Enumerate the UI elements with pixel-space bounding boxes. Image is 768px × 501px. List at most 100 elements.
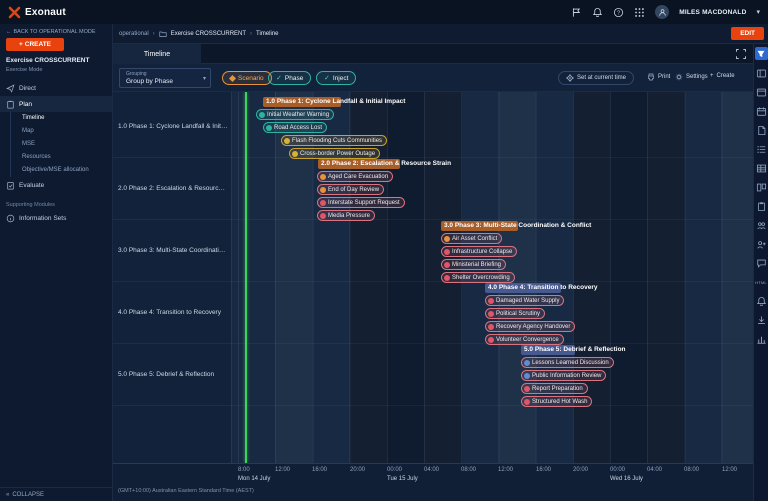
phase-bar[interactable]: 2.0 Phase 2: Escalation & Resource Strai… — [318, 159, 451, 169]
phase-bar[interactable]: 5.0 Phase 5: Debrief & Reflection — [521, 345, 626, 355]
exonaut-logo-icon — [8, 6, 21, 18]
inject-pill[interactable]: Shelter Overcrowding — [441, 272, 515, 283]
row-label-phase-3[interactable]: 3.0 Phase 3: Multi-State Coordination & … — [113, 220, 232, 282]
inject-pill[interactable]: Volunteer Convergence — [485, 334, 564, 345]
sidebar-item-objective-mse-allocation[interactable]: Objective/MSE allocation — [22, 167, 89, 173]
settings-button[interactable]: Settings — [675, 73, 708, 81]
collapse-sidebar-button[interactable]: « COLLAPSE — [0, 487, 112, 501]
phase-bar[interactable]: 1.0 Phase 1: Cyclone Landfall & Initial … — [263, 97, 405, 107]
document-icon[interactable] — [756, 125, 767, 136]
grouping-select[interactable]: Grouping Group by Phase ▾ — [119, 68, 211, 88]
phase-bar[interactable]: 4.0 Phase 4: Transition to Recovery — [485, 283, 597, 293]
edit-button[interactable]: EDIT — [731, 27, 764, 40]
inject-toggle[interactable]: ✓ Inject — [316, 71, 357, 85]
phase-bar[interactable]: 3.0 Phase 3: Multi-State Coordination & … — [441, 221, 591, 231]
clipboard-icon[interactable] — [756, 201, 767, 212]
inject-pill[interactable]: Political Scrutiny — [485, 308, 546, 319]
gridlines — [238, 92, 753, 463]
inject-pill[interactable]: Cross-border Power Outage — [289, 148, 381, 159]
card-icon[interactable] — [756, 87, 767, 98]
calendar-icon[interactable] — [756, 106, 767, 117]
inject-pill[interactable]: Media Pressure — [317, 210, 376, 221]
sidebar-item-timeline[interactable]: Timeline — [22, 115, 45, 121]
help-icon[interactable]: ? — [613, 7, 624, 18]
print-button[interactable]: Print — [647, 73, 670, 81]
inject-pill[interactable]: End of Day Review — [317, 184, 385, 195]
tab-timeline[interactable]: Timeline — [113, 44, 201, 64]
chevron-down-icon[interactable]: ▾ — [756, 9, 760, 16]
inject-pill[interactable]: Public Information Review — [521, 370, 607, 381]
breadcrumb-bar: operational › Exercise CROSSCURRENT › Ti… — [113, 24, 768, 44]
inject-pill[interactable]: Interstate Support Request — [317, 197, 405, 208]
download-icon[interactable] — [756, 315, 767, 326]
filter-icon[interactable] — [754, 47, 768, 60]
sidebar-item-direct[interactable]: Direct — [0, 80, 112, 96]
inject-pill[interactable]: Lessons Learned Discussion — [521, 357, 614, 368]
chart-icon[interactable] — [756, 334, 767, 345]
brand-name: Exonaut — [25, 6, 66, 18]
list-icon[interactable] — [756, 144, 767, 155]
fullscreen-icon[interactable] — [735, 48, 747, 60]
inject-pill[interactable]: Aged Care Evacuation — [317, 171, 394, 182]
inject-pill[interactable]: Damaged Water Supply — [485, 295, 565, 306]
kanban-icon[interactable] — [756, 182, 767, 193]
set-at-current-time-button[interactable]: Set at current time — [558, 71, 635, 85]
day-label: Tue 15 July — [387, 476, 418, 482]
sidebar-item-plan[interactable]: Plan — [0, 96, 112, 112]
sidebar-item-resources[interactable]: Resources — [22, 154, 51, 160]
row-label-phase-4[interactable]: 4.0 Phase 4: Transition to Recovery — [113, 282, 232, 344]
sidebar-item-evaluate[interactable]: Evaluate — [0, 177, 112, 193]
phase-toggle[interactable]: ✓ Phase — [268, 71, 312, 85]
gantt-chart-area[interactable]: 1.0 Phase 1: Cyclone Landfall & Initial … — [232, 92, 753, 463]
user-menu[interactable]: MILES MACDONALD — [679, 8, 747, 16]
sidebar-item-map[interactable]: Map — [22, 128, 34, 134]
sidebar-item-information-sets[interactable]: Information Sets — [0, 210, 112, 226]
inject-pill[interactable]: Initial Weather Warning — [256, 109, 335, 120]
gantt-row-phase-4: 4.0 Phase 4: Transition to Recovery Dama… — [232, 282, 753, 345]
inject-pill[interactable]: Ministerial Briefing — [441, 259, 507, 270]
back-to-operational-link[interactable]: ← BACK TO OPERATIONAL MODE — [6, 29, 96, 35]
avatar[interactable] — [655, 5, 670, 19]
row-label-phase-2[interactable]: 2.0 Phase 2: Escalation & Resource Strai… — [113, 158, 232, 220]
bell-icon[interactable] — [592, 7, 603, 18]
flag-icon[interactable] — [571, 7, 582, 18]
sidebar-item-mse[interactable]: MSE — [22, 141, 36, 147]
inject-icon — [444, 235, 450, 242]
clipboard-icon — [7, 100, 14, 109]
row-label-column: 1.0 Phase 1: Cyclone Landfall & Initial … — [113, 92, 232, 463]
inject-pill[interactable]: Structured Hot Wash — [521, 396, 593, 407]
html-icon[interactable]: HTML — [755, 280, 767, 285]
inject-pill[interactable]: Recovery Agency Handover — [485, 321, 576, 332]
info-icon — [6, 214, 15, 222]
row-label-phase-5[interactable]: 5.0 Phase 5: Debrief & Reflection — [113, 344, 232, 406]
create-inject-button[interactable]: + Create — [710, 73, 735, 79]
breadcrumb-operational[interactable]: operational — [119, 30, 149, 37]
chat-icon[interactable] — [756, 258, 767, 269]
users-icon[interactable] — [756, 220, 767, 231]
inject-icon — [488, 323, 494, 330]
inject-icon — [524, 359, 530, 366]
breadcrumb-exercise[interactable]: Exercise CROSSCURRENT — [170, 30, 247, 37]
inject-pill[interactable]: Road Access Lost — [263, 122, 328, 133]
scenario-icon — [228, 74, 237, 82]
time-axis: 8:00 12:00 16:00 20:00 00:00 04:00 08:00… — [113, 463, 753, 486]
inject-pill[interactable]: Infrastructure Collapse — [441, 246, 518, 257]
inject-icon — [524, 385, 530, 392]
inject-pill[interactable]: Flash Flooding Cuts Communities — [281, 135, 388, 146]
create-button[interactable]: + CREATE — [6, 38, 64, 51]
apps-icon[interactable] — [634, 7, 645, 18]
plan-sub-list: Timeline Map MSE Resources Objective/MSE… — [10, 112, 112, 177]
panel-icon[interactable] — [756, 68, 767, 79]
day-label: Mon 14 July — [238, 476, 271, 482]
four-hour-stripes — [238, 92, 753, 463]
scenario-button[interactable]: Scenario — [222, 71, 272, 85]
time-tick: 04:00 — [424, 467, 440, 473]
user-add-icon[interactable] — [756, 239, 767, 250]
bell-icon[interactable] — [756, 296, 767, 307]
inject-pill[interactable]: Report Preparation — [521, 383, 588, 394]
time-tick: 08:00 — [461, 467, 477, 473]
row-label-phase-1[interactable]: 1.0 Phase 1: Cyclone Landfall & Initial … — [113, 96, 232, 158]
inject-pill[interactable]: Air Asset Conflict — [441, 233, 503, 244]
table-icon[interactable] — [756, 163, 767, 174]
main-content: Timeline Grouping Group by Phase ▾ Scena… — [113, 44, 753, 501]
